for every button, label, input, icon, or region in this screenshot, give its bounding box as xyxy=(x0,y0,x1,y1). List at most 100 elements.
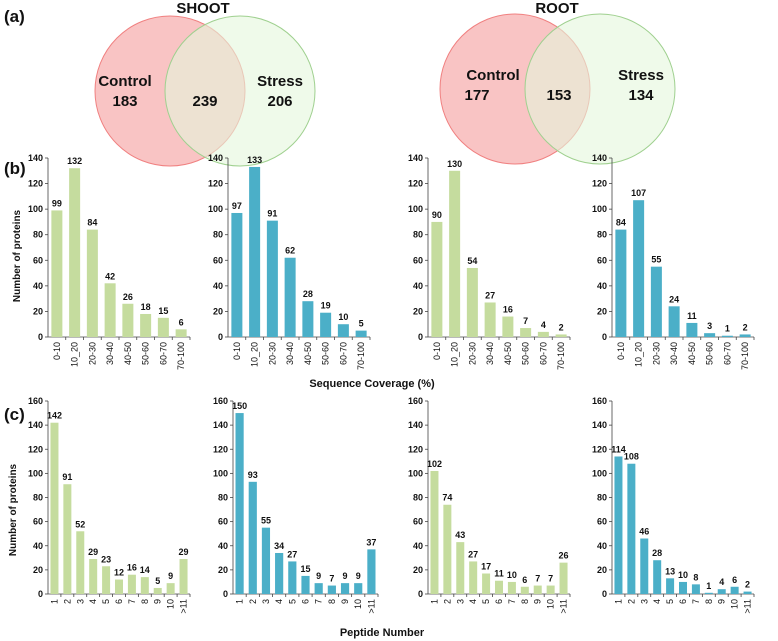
bar xyxy=(355,330,367,337)
bar xyxy=(127,574,136,594)
venn-root-title: ROOT xyxy=(535,0,578,17)
x-tick-label: 70-100 xyxy=(176,342,186,370)
y-tick-label: 120 xyxy=(28,444,43,454)
y-tick-label: 80 xyxy=(33,493,43,503)
x-tick-label: 10_20 xyxy=(250,342,260,367)
y-tick-label: 60 xyxy=(413,517,423,527)
x-tick-label: 5 xyxy=(481,599,491,604)
c-x-axis-title: Peptide Number xyxy=(340,627,425,639)
y-tick-label: 80 xyxy=(597,230,607,240)
bar xyxy=(533,585,542,594)
y-tick-label: 80 xyxy=(413,493,423,503)
data-label: 62 xyxy=(285,246,295,256)
y-tick-label: 0 xyxy=(38,589,43,599)
venn-root-stress-count: 134 xyxy=(628,87,654,104)
y-tick-label: 20 xyxy=(597,565,607,575)
data-label: 5 xyxy=(155,576,160,586)
data-label: 27 xyxy=(485,290,495,300)
data-label: 12 xyxy=(114,568,124,578)
y-tick-label: 0 xyxy=(223,589,228,599)
data-label: 97 xyxy=(232,201,242,211)
x-tick-label: 20-30 xyxy=(651,342,661,365)
bar xyxy=(231,212,243,337)
y-tick-label: 100 xyxy=(28,468,43,478)
bar xyxy=(114,579,124,594)
y-tick-label: 140 xyxy=(408,153,423,163)
bar-chart-2: 0 20 40 60 80 100 120 140 97 0-10 133 10_20 91 20-30 6… xyxy=(208,153,371,370)
y-tick-label: 40 xyxy=(597,541,607,551)
data-label: 43 xyxy=(455,530,465,540)
venn-shoot-control-count: 183 xyxy=(112,93,137,110)
data-label: 142 xyxy=(47,411,62,421)
bar xyxy=(275,552,284,594)
data-label: 52 xyxy=(75,519,85,529)
bar xyxy=(249,166,261,337)
bar-chart-3: 0 20 40 60 80 100 120 140 90 0-10 130 10_20 54 20-30 2… xyxy=(408,153,571,370)
bar xyxy=(102,566,111,594)
x-tick-label: 40-50 xyxy=(687,342,697,365)
venn-shoot: SHOOT Control 183 239 Stress 206 xyxy=(94,0,316,167)
data-label: 90 xyxy=(432,210,442,220)
data-label: 93 xyxy=(248,470,258,480)
data-label: 15 xyxy=(300,564,310,574)
y-tick-label: 60 xyxy=(218,517,228,527)
bar xyxy=(520,586,529,594)
bar xyxy=(484,302,496,337)
data-label: 16 xyxy=(503,305,513,315)
x-tick-label: 3 xyxy=(75,599,85,604)
bar-chart-5: 0 20 40 60 80 100 120 140 160 142 1 91 2 52 3 29 4 23 5 12 6… xyxy=(28,396,191,614)
data-label: 74 xyxy=(442,493,452,503)
bar xyxy=(50,422,59,594)
x-tick-label: 6 xyxy=(301,599,311,604)
b-x-axis-title: Sequence Coverage (%) xyxy=(309,378,435,390)
bar xyxy=(327,585,336,594)
bar xyxy=(430,470,439,594)
x-tick-label: 5 xyxy=(665,599,675,604)
x-tick-label: 1 xyxy=(49,599,59,604)
x-tick-label: 30-40 xyxy=(285,342,295,365)
bar xyxy=(340,583,350,594)
data-label: 107 xyxy=(631,188,646,198)
x-tick-label: 0-10 xyxy=(232,342,242,360)
bar xyxy=(153,587,162,594)
data-label: 13 xyxy=(665,566,675,576)
y-tick-label: 80 xyxy=(213,230,223,240)
y-tick-label: 100 xyxy=(408,468,423,478)
x-tick-label: 9 xyxy=(340,599,350,604)
x-tick-label: 50-60 xyxy=(321,342,331,365)
data-label: 7 xyxy=(329,574,334,584)
x-tick-label: >11 xyxy=(179,599,189,614)
y-tick-label: 100 xyxy=(208,204,223,214)
x-tick-label: 60-70 xyxy=(338,342,348,365)
data-label: 55 xyxy=(651,255,661,265)
data-label: 37 xyxy=(366,537,376,547)
x-tick-label: 20-30 xyxy=(267,342,277,365)
y-tick-label: 20 xyxy=(33,306,43,316)
c-y-axis-title: Number of proteins xyxy=(8,463,19,556)
bar xyxy=(456,542,465,594)
data-label: 42 xyxy=(105,271,115,281)
x-tick-label: 1 xyxy=(613,599,623,604)
y-tick-label: 0 xyxy=(602,589,607,599)
bar xyxy=(678,581,688,594)
x-tick-label: 1 xyxy=(235,599,245,604)
bar xyxy=(104,283,116,337)
x-tick-label: 40-50 xyxy=(303,342,313,365)
bar xyxy=(615,229,627,337)
y-tick-label: 0 xyxy=(218,332,223,342)
data-label: 1 xyxy=(706,581,711,591)
y-tick-label: 120 xyxy=(28,179,43,189)
data-label: 6 xyxy=(179,317,184,327)
venn-root-overlap-count: 153 xyxy=(546,87,571,104)
y-tick-label: 160 xyxy=(592,396,607,406)
x-tick-label: 7 xyxy=(127,599,137,604)
x-tick-label: 6 xyxy=(114,599,124,604)
x-tick-label: 10 xyxy=(546,599,556,609)
x-tick-label: 70-100 xyxy=(556,342,566,370)
y-tick-label: 120 xyxy=(213,444,228,454)
bar xyxy=(157,317,169,337)
bar xyxy=(51,210,63,337)
bar xyxy=(140,577,149,594)
y-tick-label: 0 xyxy=(602,332,607,342)
